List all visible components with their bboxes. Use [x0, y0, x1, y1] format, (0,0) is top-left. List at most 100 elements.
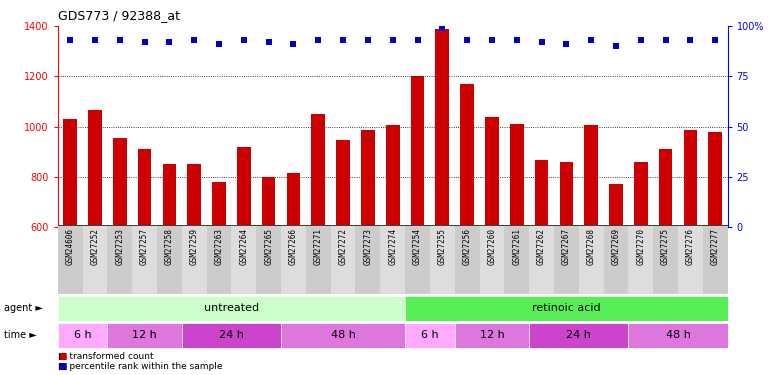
Bar	[107, 322, 182, 348]
Bar	[460, 84, 474, 227]
Text: 6 h: 6 h	[74, 330, 92, 340]
Text: GSM27273: GSM27273	[363, 228, 373, 266]
Bar	[187, 164, 201, 227]
Point	[213, 41, 225, 47]
Bar	[306, 225, 330, 294]
Text: GSM27256: GSM27256	[463, 228, 472, 266]
Bar	[510, 124, 524, 227]
Point	[685, 37, 697, 43]
Point	[163, 39, 176, 45]
Bar	[237, 147, 251, 227]
Bar	[361, 130, 375, 227]
Point	[610, 44, 622, 50]
Text: GSM27266: GSM27266	[289, 228, 298, 266]
Bar	[157, 225, 182, 294]
Bar	[206, 225, 232, 294]
Text: GSM24606: GSM24606	[65, 228, 75, 266]
Text: GSM27274: GSM27274	[388, 228, 397, 266]
Text: 48 h: 48 h	[665, 330, 691, 340]
Bar	[628, 225, 653, 294]
Bar	[653, 225, 678, 294]
Text: GSM27260: GSM27260	[487, 228, 497, 266]
Text: GSM27252: GSM27252	[90, 228, 99, 266]
Point	[387, 37, 399, 43]
Bar	[703, 225, 728, 294]
Bar	[405, 225, 430, 294]
Bar	[504, 225, 529, 294]
Point	[634, 37, 647, 43]
Point	[188, 37, 200, 43]
Text: GSM27261: GSM27261	[512, 228, 521, 266]
Bar	[410, 76, 424, 227]
Text: GSM27255: GSM27255	[438, 228, 447, 266]
Text: GSM27277: GSM27277	[711, 228, 720, 266]
Point	[486, 37, 498, 43]
Bar	[554, 225, 579, 294]
Bar	[107, 225, 132, 294]
Bar	[485, 117, 499, 227]
Point	[263, 39, 275, 45]
Point	[114, 37, 126, 43]
Text: GDS773 / 92388_at: GDS773 / 92388_at	[58, 9, 179, 22]
Text: GSM27268: GSM27268	[587, 228, 596, 266]
Bar	[584, 125, 598, 227]
Point	[461, 37, 474, 43]
Bar	[88, 110, 102, 227]
Text: GSM27275: GSM27275	[661, 228, 670, 266]
Bar	[232, 225, 256, 294]
Bar	[213, 182, 226, 227]
Bar	[708, 132, 722, 227]
Text: ■: ■	[58, 352, 66, 361]
Bar	[386, 125, 400, 227]
Point	[561, 41, 573, 47]
Point	[436, 25, 448, 31]
Text: GSM27258: GSM27258	[165, 228, 174, 266]
Bar	[678, 225, 703, 294]
Text: GSM27271: GSM27271	[313, 228, 323, 266]
Point	[535, 39, 547, 45]
Point	[287, 41, 300, 47]
Bar	[58, 296, 405, 321]
Text: GSM27269: GSM27269	[611, 228, 621, 266]
Bar	[113, 138, 126, 227]
Bar	[281, 322, 405, 348]
Text: 12 h: 12 h	[132, 330, 157, 340]
Point	[659, 37, 671, 43]
Bar	[684, 130, 698, 227]
Text: GSM27270: GSM27270	[636, 228, 645, 266]
Text: GSM27257: GSM27257	[140, 228, 149, 266]
Text: ■ transformed count: ■ transformed count	[58, 352, 153, 361]
Text: agent ►: agent ►	[4, 303, 42, 313]
Bar	[132, 225, 157, 294]
Bar	[356, 225, 380, 294]
Text: 48 h: 48 h	[330, 330, 356, 340]
Point	[511, 37, 523, 43]
Text: time ►: time ►	[4, 330, 37, 340]
Bar	[82, 225, 107, 294]
Text: GSM27276: GSM27276	[686, 228, 695, 266]
Point	[585, 37, 598, 43]
Bar	[455, 322, 529, 348]
Bar	[256, 225, 281, 294]
Text: 24 h: 24 h	[219, 330, 244, 340]
Text: GSM27263: GSM27263	[215, 228, 223, 266]
Text: 24 h: 24 h	[567, 330, 591, 340]
Bar	[336, 140, 350, 227]
Bar	[455, 225, 480, 294]
Point	[362, 37, 374, 43]
Bar	[330, 225, 356, 294]
Text: GSM27259: GSM27259	[189, 228, 199, 266]
Text: GSM27265: GSM27265	[264, 228, 273, 266]
Text: GSM27262: GSM27262	[537, 228, 546, 266]
Point	[238, 37, 250, 43]
Point	[411, 37, 424, 43]
Bar	[560, 162, 573, 227]
Bar	[579, 225, 604, 294]
Bar	[281, 225, 306, 294]
Point	[139, 39, 151, 45]
Point	[89, 37, 101, 43]
Bar	[58, 322, 107, 348]
Bar	[609, 184, 623, 227]
Text: GSM27272: GSM27272	[339, 228, 347, 266]
Text: untreated: untreated	[204, 303, 259, 313]
